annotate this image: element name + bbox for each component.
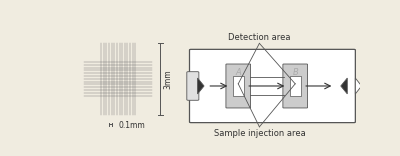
Text: Sample injection area: Sample injection area xyxy=(214,129,305,138)
Polygon shape xyxy=(355,78,362,94)
Text: 0.1mm: 0.1mm xyxy=(118,121,145,129)
FancyBboxPatch shape xyxy=(226,64,250,108)
Bar xyxy=(233,76,244,96)
Bar xyxy=(290,76,301,96)
FancyBboxPatch shape xyxy=(187,72,199,100)
FancyBboxPatch shape xyxy=(190,49,355,123)
Polygon shape xyxy=(198,78,204,94)
Polygon shape xyxy=(341,78,347,94)
FancyBboxPatch shape xyxy=(283,64,308,108)
Text: 3mm: 3mm xyxy=(164,69,173,89)
Text: A: A xyxy=(235,68,241,77)
Text: Detection area: Detection area xyxy=(228,33,291,41)
Text: B: B xyxy=(292,68,298,77)
